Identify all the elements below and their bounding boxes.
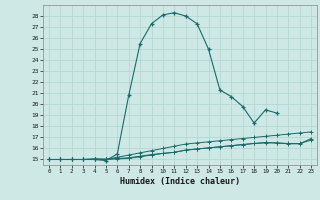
- X-axis label: Humidex (Indice chaleur): Humidex (Indice chaleur): [120, 177, 240, 186]
